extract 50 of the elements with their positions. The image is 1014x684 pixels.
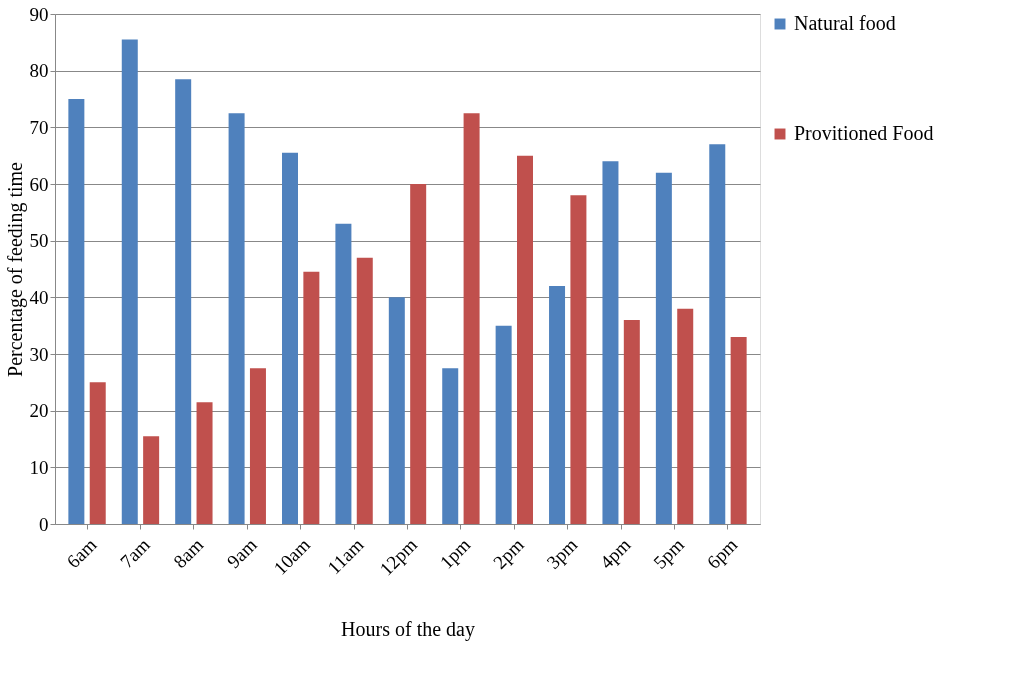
x-tick-label: 3pm: [542, 533, 582, 573]
bar: [442, 368, 459, 524]
x-axis-title: Hours of the day: [341, 617, 475, 641]
x-tick-label: 1pm: [435, 533, 475, 573]
bar: [335, 223, 352, 524]
x-tick-label: 8am: [169, 533, 208, 573]
bar: [143, 436, 160, 524]
bar: [570, 195, 587, 524]
x-tick-label: 6pm: [702, 533, 742, 573]
bar: [730, 337, 747, 524]
bar: [463, 113, 480, 524]
x-tick-label: 5pm: [649, 533, 689, 573]
x-tick-label: 2pm: [489, 533, 528, 573]
y-tick-label: 20: [29, 400, 49, 422]
bar: [196, 402, 213, 524]
y-axis-title: Percentage of feeding time: [3, 161, 27, 377]
bar: [68, 99, 85, 524]
legend-label: Provitioned Food: [794, 122, 934, 144]
y-tick-label: 80: [29, 60, 49, 82]
bar: [303, 271, 320, 524]
bar: [517, 155, 533, 524]
bar: [410, 184, 427, 524]
bar: [282, 152, 298, 524]
y-tick-label: 0: [39, 513, 49, 535]
bar: [121, 39, 138, 524]
legend-label: Natural food: [794, 12, 896, 34]
bar: [356, 257, 373, 524]
y-tick-label: 30: [29, 343, 49, 365]
bar: [228, 113, 245, 524]
y-tick-label: 70: [29, 116, 49, 138]
bar: [677, 308, 694, 524]
x-tick-label: 9am: [222, 533, 261, 573]
bar: [709, 144, 726, 524]
y-tick-label: 90: [29, 3, 49, 25]
bar: [655, 172, 672, 524]
x-tick-label: 6am: [62, 533, 101, 573]
bar: [175, 79, 192, 524]
y-tick-label: 60: [29, 173, 49, 195]
y-tick-label: 50: [29, 230, 49, 252]
bar: [388, 297, 405, 524]
bar: [495, 325, 512, 524]
y-tick-label: 40: [29, 286, 49, 308]
bar: [89, 382, 106, 524]
bar: [249, 368, 266, 524]
bar: [602, 161, 619, 524]
x-tick-label: 4pm: [595, 533, 635, 573]
y-tick-label: 10: [29, 456, 49, 478]
bar: [623, 320, 640, 524]
x-tick-label: 7am: [115, 533, 155, 573]
bar: [549, 286, 566, 524]
